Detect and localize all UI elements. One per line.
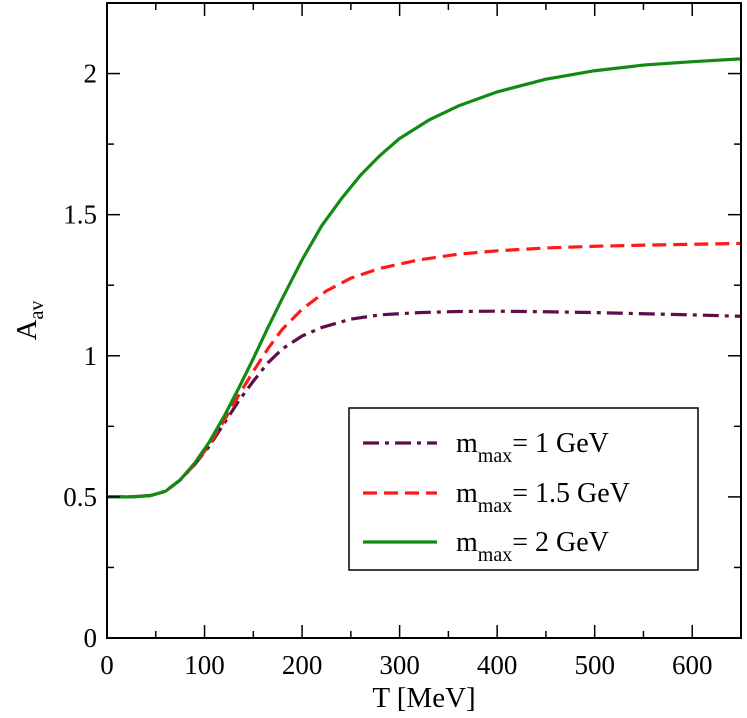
legend-label-1: mmax= 1 GeV [456, 428, 609, 467]
y-axis-label: Aav [11, 301, 48, 341]
x-tick-label: 200 [282, 650, 323, 680]
x-tick-label: 500 [574, 650, 615, 680]
x-tick-label: 0 [100, 650, 114, 680]
series-line-3 [107, 57, 741, 499]
y-tick-label: 1.5 [63, 200, 97, 230]
y-tick-label: 2 [84, 59, 98, 89]
y-axis-label-main: A [11, 319, 43, 340]
legend-label-2: mmax= 1.5 GeV [456, 478, 630, 517]
plot-frame [106, 2, 742, 639]
x-tick-label: 300 [379, 650, 420, 680]
legend: mmax= 1 GeV mmax= 1.5 GeV mmax= 2 GeV [348, 407, 699, 571]
legend-label-3: mmax= 2 GeV [456, 527, 609, 566]
x-axis: 0 100 200 300 400 500 600 [100, 3, 742, 680]
x-axis-label: T [MeV] [372, 682, 475, 714]
y-tick-label: 1 [84, 341, 98, 371]
y-axis: 0 0.5 1 1.5 2 [63, 2, 741, 653]
y-tick-label: 0 [84, 623, 98, 653]
x-tick-label: 400 [477, 650, 518, 680]
y-axis-label-sub: av [26, 301, 48, 320]
y-tick-label: 0.5 [63, 482, 97, 512]
series-layer [107, 57, 741, 499]
x-tick-label: 600 [672, 650, 713, 680]
x-tick-label: 100 [184, 650, 225, 680]
